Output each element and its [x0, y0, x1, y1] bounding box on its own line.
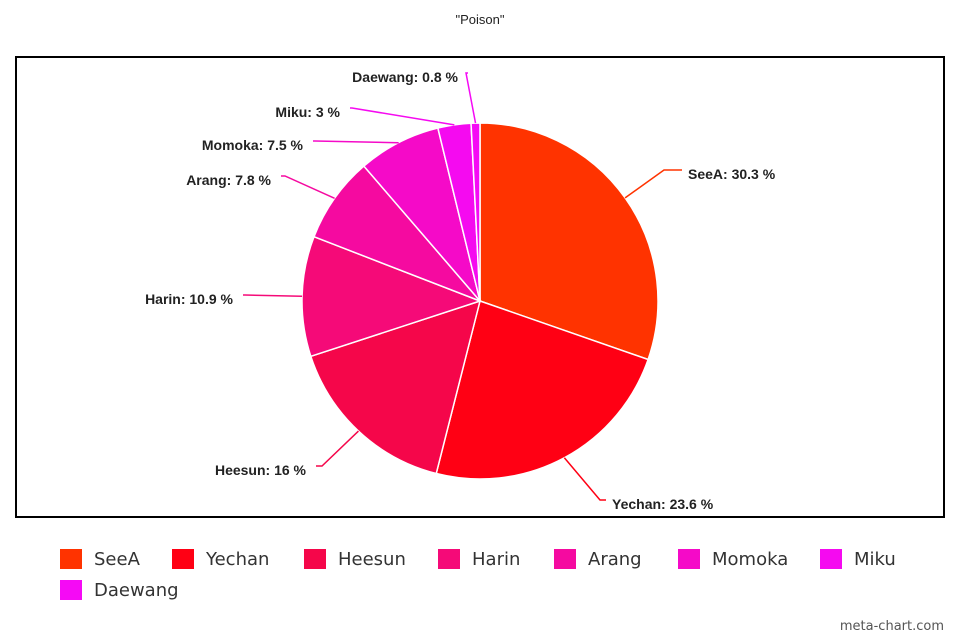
legend-swatch	[820, 549, 842, 569]
legend-label: Miku	[854, 548, 896, 570]
legend-item-heesun: Heesun	[304, 548, 406, 570]
legend-swatch	[304, 549, 326, 569]
legend-swatch	[60, 580, 82, 600]
leader-line-seea	[624, 169, 682, 199]
legend-swatch	[554, 549, 576, 569]
legend-item-yechan: Yechan	[172, 548, 269, 570]
legend-item-harin: Harin	[438, 548, 520, 570]
plot-frame	[15, 56, 945, 518]
leader-line-heesun	[316, 430, 359, 467]
legend-swatch	[438, 549, 460, 569]
pie-slice-yechan	[435, 300, 650, 480]
pie-slice-seea	[479, 122, 659, 361]
leader-line-daewang	[465, 72, 477, 124]
leader-line-miku	[350, 107, 455, 126]
leader-line-arang	[281, 175, 335, 200]
slice-label-heesun: Heesun: 16 %	[215, 462, 307, 478]
slice-label-yechan: Yechan: 23.6 %	[612, 496, 714, 512]
legend-swatch	[678, 549, 700, 569]
slice-label-miku: Miku: 3 %	[275, 104, 340, 120]
legend-label: SeeA	[94, 548, 140, 570]
leader-line-harin	[243, 294, 303, 297]
slice-label-seea: SeeA: 30.3 %	[688, 166, 776, 182]
slice-label-momoka: Momoka: 7.5 %	[202, 137, 304, 153]
legend-label: Daewang	[94, 579, 179, 601]
chart-title: "Poison"	[455, 12, 505, 27]
pie-slice-heesun	[309, 299, 482, 475]
legend-label: Arang	[588, 548, 642, 570]
slice-label-arang: Arang: 7.8 %	[186, 172, 271, 188]
legend-label: Heesun	[338, 548, 406, 570]
legend-swatch	[60, 549, 82, 569]
legend-item-momoka: Momoka	[678, 548, 788, 570]
slice-label-daewang: Daewang: 0.8 %	[352, 69, 458, 85]
leader-line-momoka	[313, 140, 399, 144]
leader-line-yechan	[563, 457, 606, 501]
legend-item-arang: Arang	[554, 548, 642, 570]
legend-label: Momoka	[712, 548, 789, 570]
legend-item-miku: Miku	[820, 548, 896, 570]
legend-label: Yechan	[206, 548, 270, 570]
pie-slice-harin	[301, 235, 483, 358]
legend-label: Harin	[472, 548, 521, 570]
watermark: meta-chart.com	[839, 619, 944, 634]
legend-swatch	[172, 549, 194, 569]
legend-item-daewang: Daewang	[60, 579, 179, 601]
legend-item-seea: SeeA	[60, 548, 140, 570]
slice-label-harin: Harin: 10.9 %	[145, 291, 233, 307]
